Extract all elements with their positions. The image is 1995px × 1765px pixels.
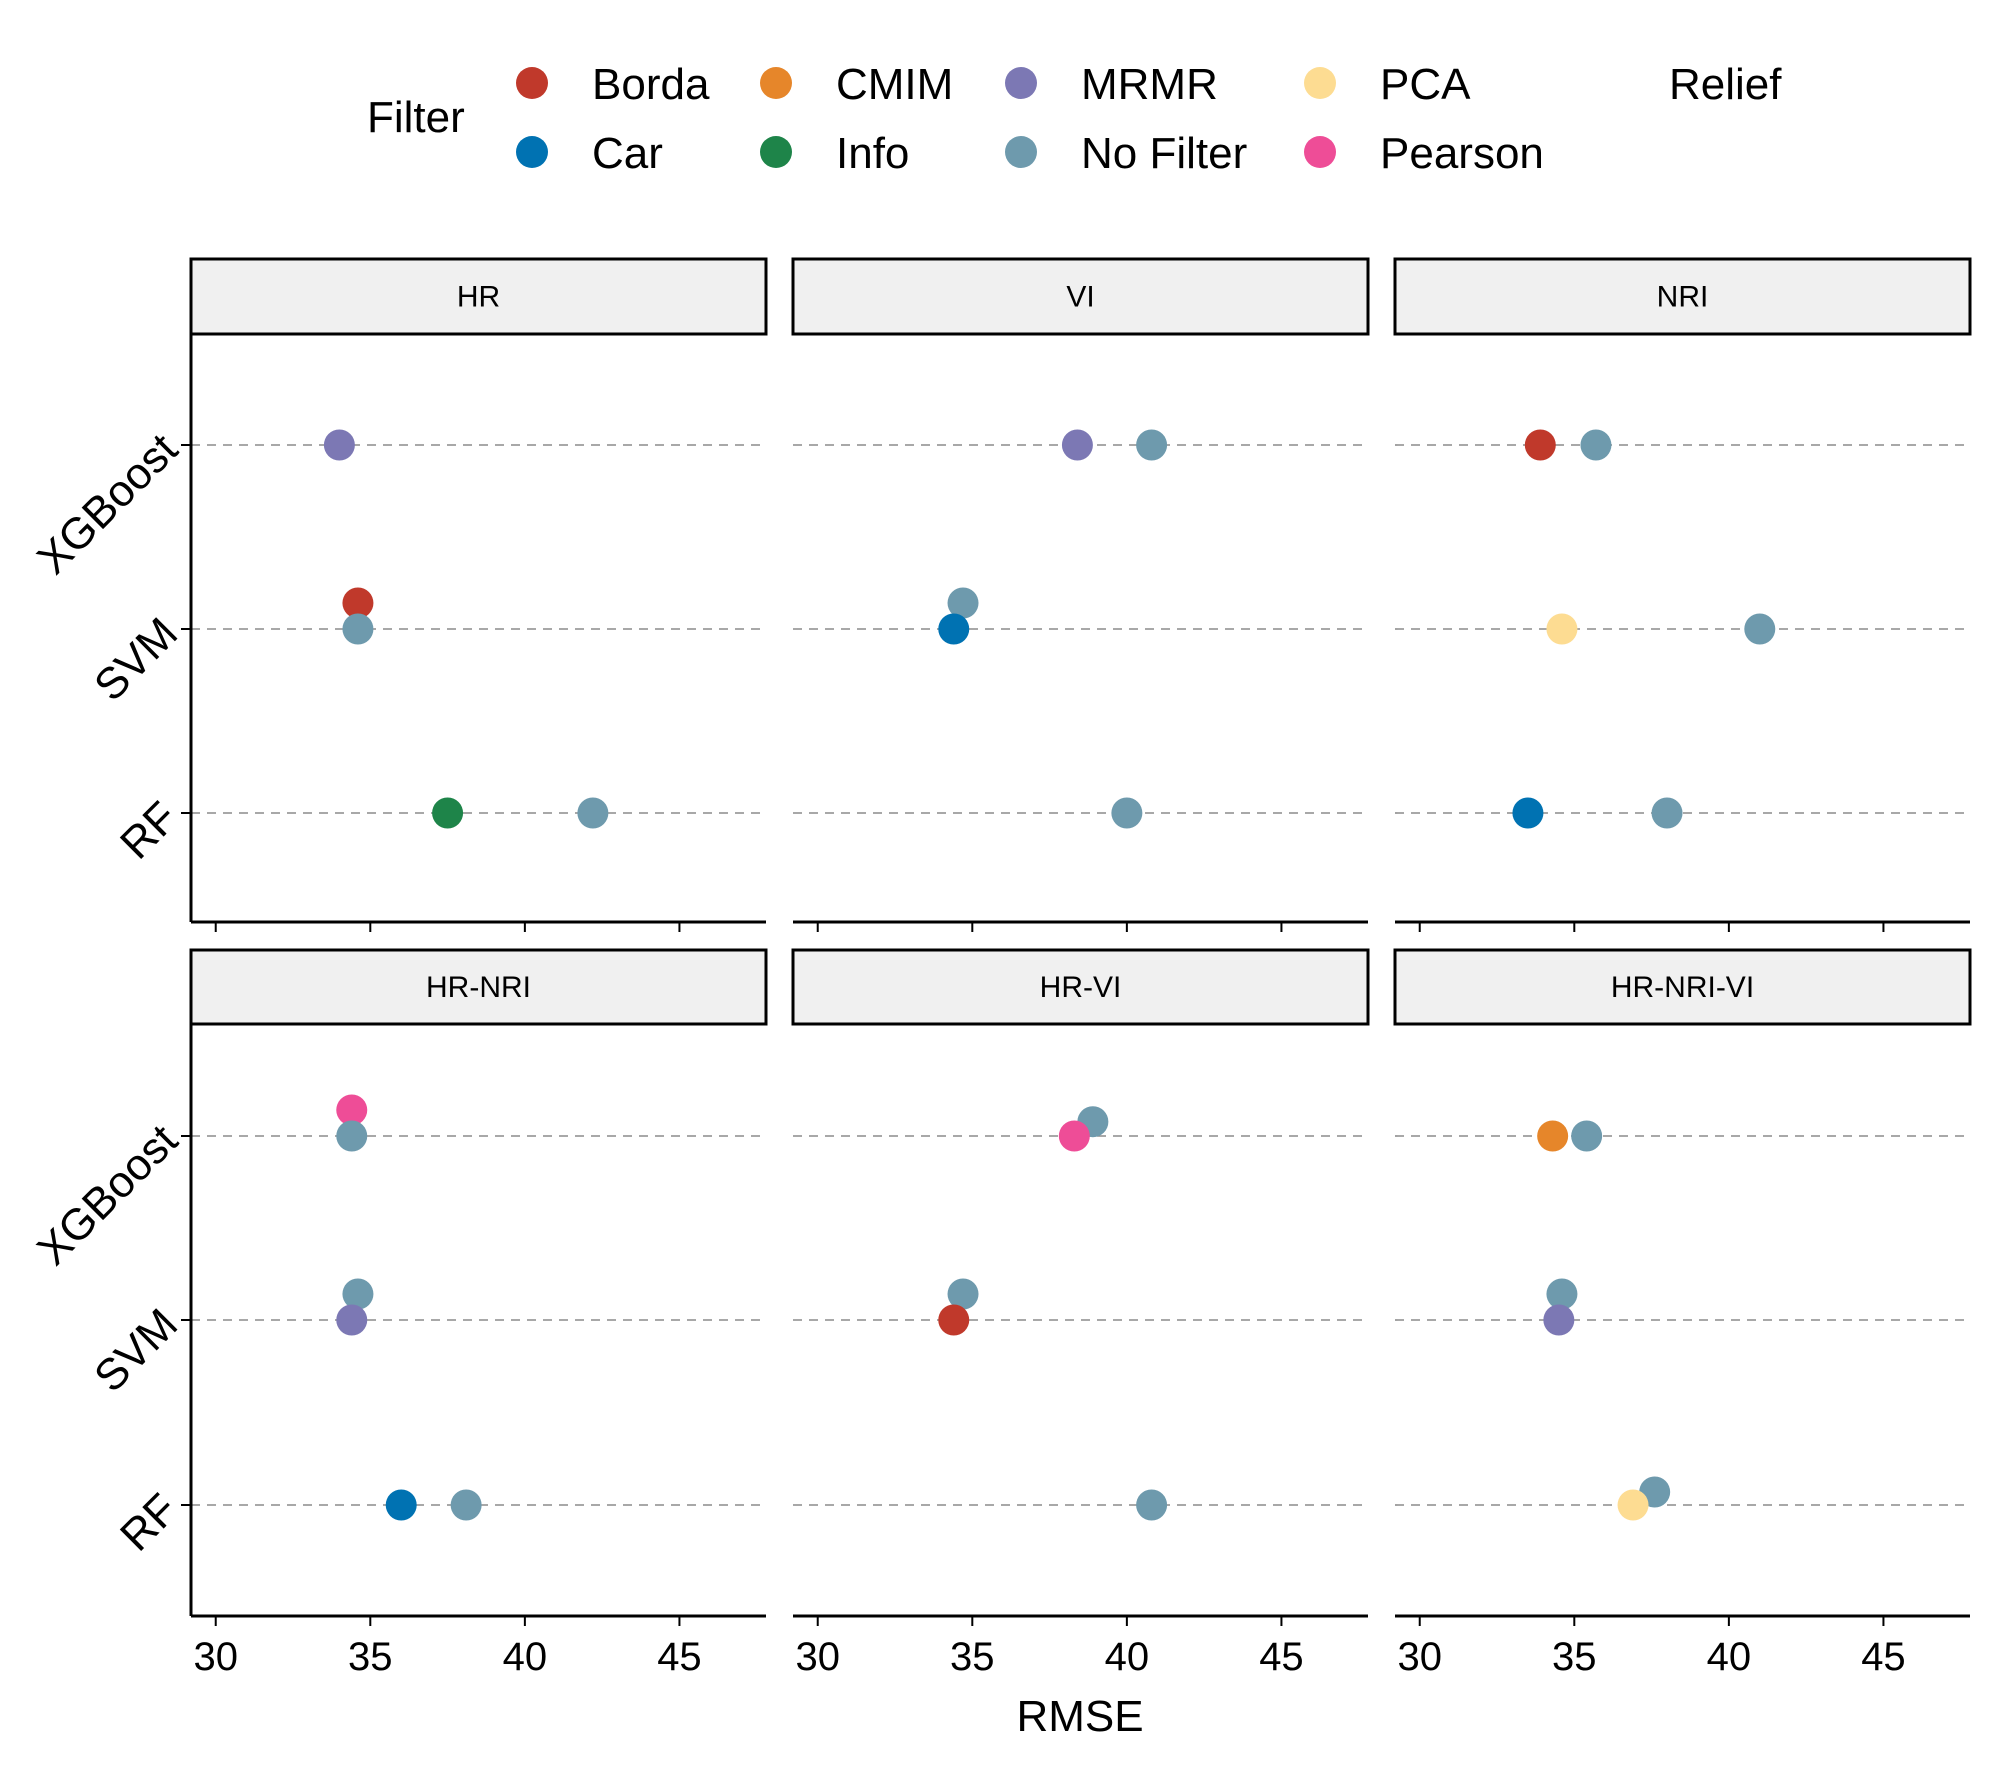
legend-label-pearson: Pearson [1380,129,1544,178]
panel-vi: VI [791,257,1370,932]
point-rf-no-filter [577,797,609,829]
point-svm-mrmr [1543,1304,1575,1336]
panel-strip-hr-vi [791,948,1370,1026]
panel-strip-vi [791,257,1370,336]
y-tick-label-rf: RF [111,1484,187,1560]
point-xgboost-mrmr [323,429,355,461]
point-svm-borda [938,1304,970,1336]
point-svm-no-filter [947,1278,979,1310]
x-axis-title: RMSE [1016,1692,1143,1741]
x-tick-label: 30 [1397,1635,1442,1679]
legend-label-mrmr: MRMR [1081,60,1218,109]
panel-nri: NRI [1393,257,1972,932]
legend-label-info: Info [836,129,909,178]
legend: Filter Borda Car CMIM Info MRMR No Filter PCA Pe… [367,60,1782,178]
point-rf-no-filter [450,1489,482,1521]
legend-label-borda: Borda [592,60,710,109]
point-xgboost-pearson [336,1094,368,1126]
x-tick-label: 35 [950,1635,995,1679]
point-xgboost-no-filter [1571,1120,1603,1152]
point-xgboost-no-filter [1580,429,1612,461]
legend-key-no-filter [1005,136,1037,168]
panel-title-vi: VI [1066,281,1094,314]
y-tick-label-svm: SVM [85,608,187,710]
point-rf-car [1512,797,1544,829]
point-rf-info [432,797,464,829]
panel-title-hr: HR [457,281,500,314]
x-tick-label: 30 [795,1635,840,1679]
panel-title-hr-vi: HR-VI [1040,971,1122,1004]
legend-key-borda [516,67,548,99]
y-tick-label-xgboost: XGBoost [28,1115,187,1274]
legend-key-pca [1304,67,1336,99]
panel-hr: HR XGBoost SVM RF [28,257,768,932]
legend-key-cmim [760,67,792,99]
panel-strip-hr-nri [189,948,768,1026]
legend-label-relief: Relief [1669,60,1782,109]
x-tick-label: 45 [1259,1635,1304,1679]
point-svm-pca [1546,613,1578,645]
point-rf-no-filter [1651,797,1683,829]
point-rf-no-filter [1136,1489,1168,1521]
point-rf-no-filter [1111,797,1143,829]
legend-label-pca: PCA [1380,60,1471,109]
x-tick-label: 35 [348,1635,393,1679]
y-tick-label-svm: SVM [85,1299,187,1401]
point-xgboost-mrmr [1061,429,1093,461]
x-tick-label: 35 [1552,1635,1597,1679]
legend-label-no-filter: No Filter [1081,129,1247,178]
panel-strip-hr-nri-vi [1393,948,1972,1026]
point-svm-no-filter [1546,1278,1578,1310]
legend-key-car [516,136,548,168]
point-xgboost-cmim [1537,1120,1569,1152]
point-xgboost-no-filter [336,1120,368,1152]
point-xgboost-pearson [1058,1120,1090,1152]
point-svm-no-filter [1744,613,1776,645]
point-svm-borda [342,587,374,619]
x-tick-label: 45 [657,1635,702,1679]
point-xgboost-no-filter [1136,429,1168,461]
point-svm-no-filter [342,1278,374,1310]
panel-title-hr-nri: HR-NRI [426,971,531,1004]
legend-key-pearson [1304,136,1336,168]
panel-strip-hr [189,257,768,336]
panel-hr-nri-vi: HR-NRI-VI 30 35 40 45 [1393,948,1972,1679]
legend-key-mrmr [1005,67,1037,99]
panel-hr-nri: HR-NRI 30 35 40 45 XGBoost SVM RF [28,948,768,1679]
x-tick-label: 40 [1105,1635,1150,1679]
facet-panels: HR XGBoost SVM RF VI NRI HR-NRI 30 35 40 45 XGBoost… [28,257,1972,1679]
point-svm-no-filter [947,587,979,619]
panel-strip-nri [1393,257,1972,336]
x-tick-label: 40 [503,1635,548,1679]
legend-label-cmim: CMIM [836,60,953,109]
point-rf-car [385,1489,417,1521]
x-tick-label: 30 [193,1635,238,1679]
panel-title-nri: NRI [1657,281,1709,314]
legend-key-info [760,136,792,168]
point-rf-pca [1617,1489,1649,1521]
legend-title: Filter [367,93,465,142]
legend-label-car: Car [592,129,663,178]
y-tick-label-xgboost: XGBoost [28,424,187,583]
y-tick-label-rf: RF [111,792,187,868]
point-svm-no-filter [342,613,374,645]
point-svm-car [938,613,970,645]
x-tick-label: 40 [1707,1635,1752,1679]
panel-title-hr-nri-vi: HR-NRI-VI [1611,971,1754,1004]
x-tick-label: 45 [1861,1635,1906,1679]
panel-hr-vi: HR-VI 30 35 40 45 [791,948,1370,1679]
point-xgboost-borda [1524,429,1556,461]
point-svm-mrmr [336,1304,368,1336]
